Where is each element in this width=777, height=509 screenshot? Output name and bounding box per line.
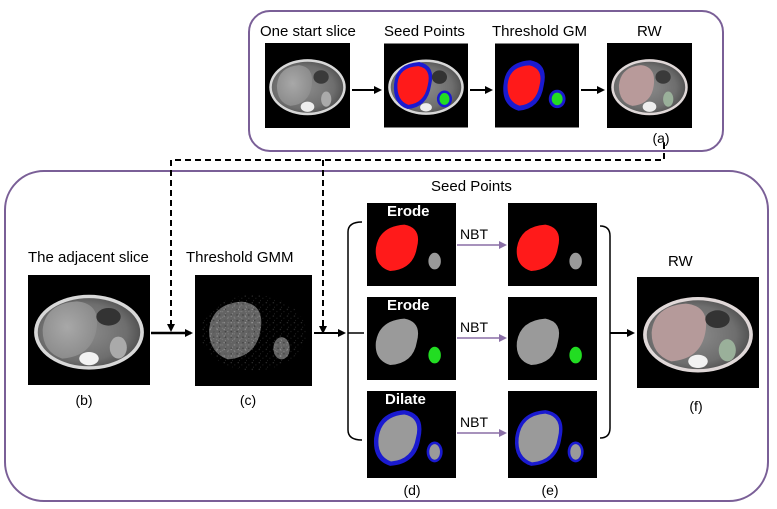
ct-rw-top: [607, 43, 692, 128]
ct-threshold-gmm: [195, 275, 312, 386]
ct-nbt-liver: [508, 203, 597, 286]
ct-adjacent-slice: [28, 275, 150, 385]
nbt-label-3: NBT: [460, 414, 488, 430]
ct-threshold-gm: [495, 43, 579, 128]
ct-seed-points-top: [384, 43, 468, 128]
caption-e: (e): [541, 482, 559, 498]
label-seed-points-bottom: Seed Points: [431, 178, 512, 195]
label-rw-bottom: RW: [668, 253, 693, 270]
caption-f: (f): [689, 398, 703, 414]
label-threshold-gmm: Threshold GMM: [186, 249, 294, 266]
op-erode-2: Erode: [387, 297, 430, 314]
caption-a: (a): [652, 130, 670, 146]
ct-seed-dilate: Dilate: [367, 391, 456, 478]
op-erode-1: Erode: [387, 203, 430, 220]
ct-start-slice: [265, 43, 350, 128]
ct-nbt-boundary: [508, 391, 597, 478]
ct-rw-bottom: [637, 277, 759, 388]
caption-b: (b): [75, 392, 93, 408]
nbt-label-1: NBT: [460, 226, 488, 242]
label-seed-points-top: Seed Points: [384, 23, 465, 40]
caption-c: (c): [239, 392, 257, 408]
nbt-label-2: NBT: [460, 319, 488, 335]
label-threshold-gm: Threshold GM: [492, 23, 588, 40]
op-dilate: Dilate: [385, 391, 426, 408]
caption-d: (d): [403, 482, 421, 498]
ct-nbt-kidney: [508, 297, 597, 380]
label-adjacent-slice: The adjacent slice: [28, 249, 149, 266]
ct-seed-erode-kidney: Erode: [367, 297, 456, 380]
ct-seed-erode-liver: Erode: [367, 203, 456, 286]
label-start-slice: One start slice: [260, 23, 356, 40]
label-rw-top: RW: [637, 23, 662, 40]
